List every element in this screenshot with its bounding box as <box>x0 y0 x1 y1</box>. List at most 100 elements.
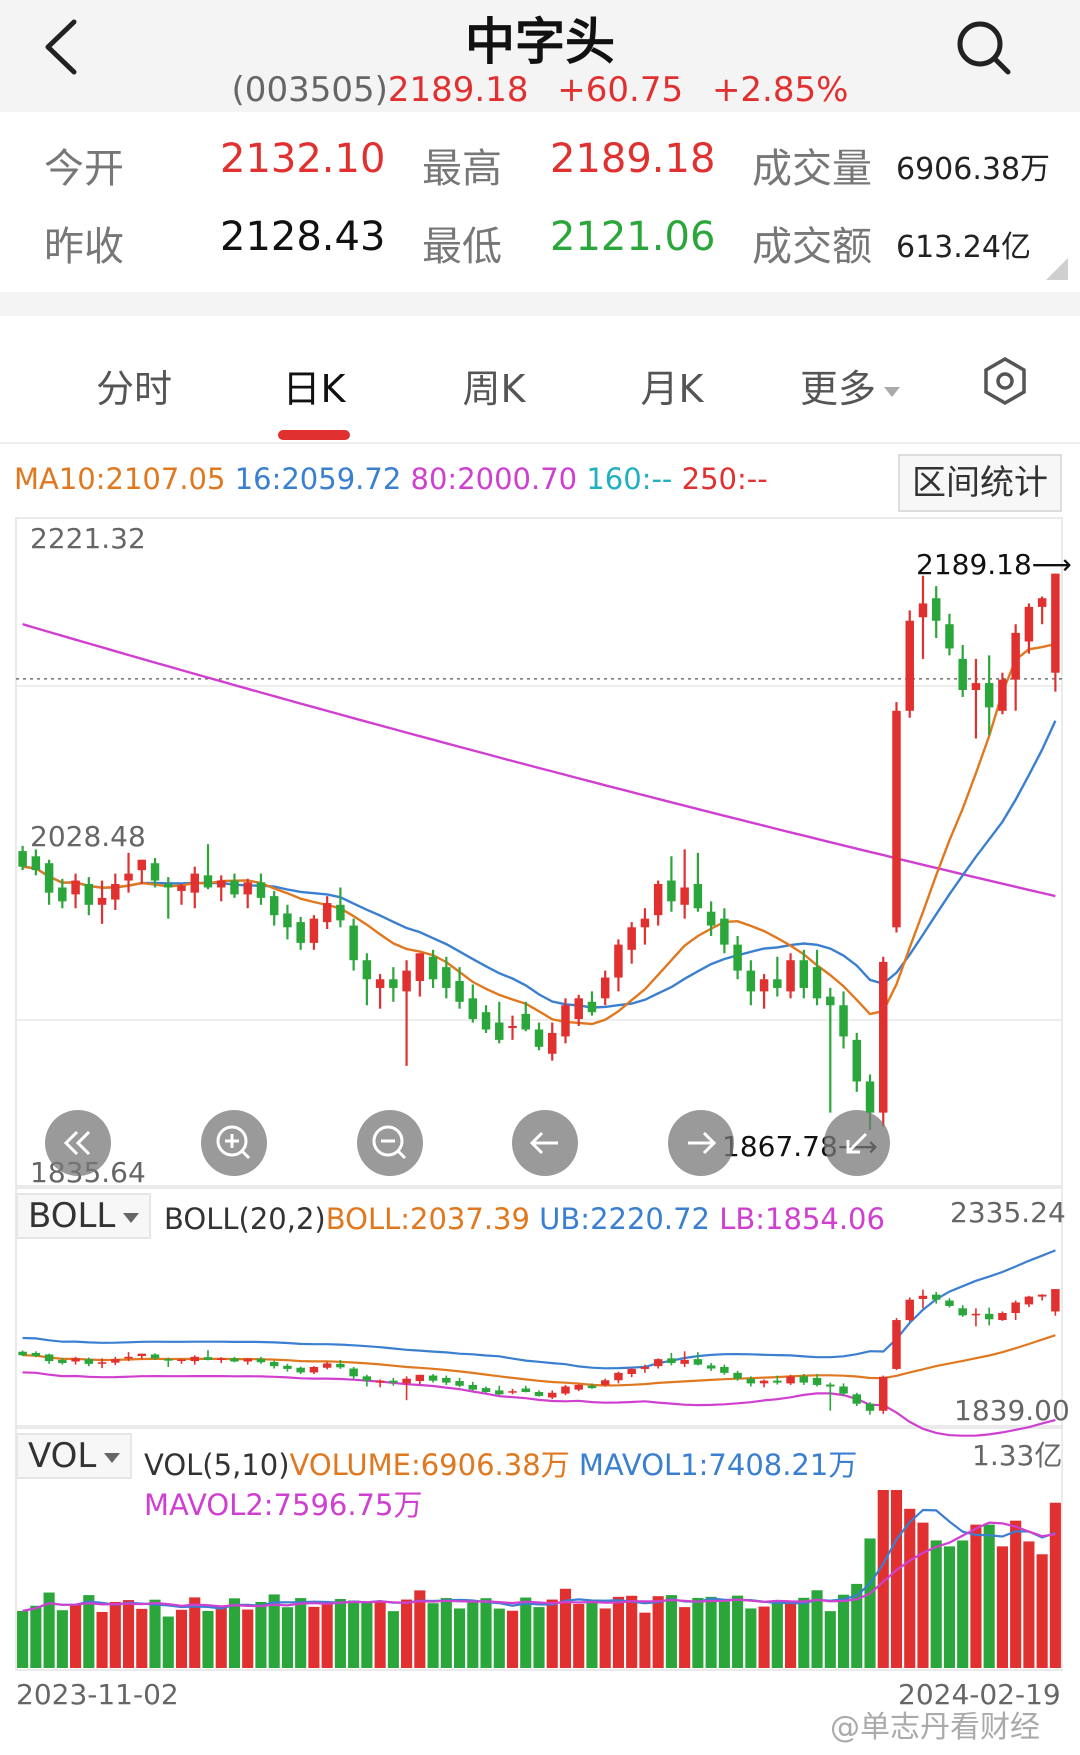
candle-body <box>97 897 107 905</box>
boll-candle-body <box>495 1390 504 1395</box>
prev-close-label: 昨收 <box>44 224 124 270</box>
volume-bar <box>255 1601 267 1668</box>
volume-bar <box>665 1595 677 1668</box>
candle-body <box>574 998 583 1020</box>
candle-body <box>296 922 305 943</box>
volume-bar <box>771 1602 783 1668</box>
tab-intraday[interactable]: 分时 <box>95 367 172 411</box>
back-icon[interactable] <box>36 12 96 82</box>
vol-indicator-select[interactable]: VOL <box>16 1433 133 1479</box>
volume-bar <box>533 1607 545 1668</box>
scroll-left-button[interactable] <box>512 1110 578 1176</box>
boll-candle-body <box>177 1359 186 1362</box>
volume-bar <box>851 1583 863 1668</box>
ma80-legend: 80:2000.70 <box>410 462 578 496</box>
search-icon[interactable] <box>950 12 1020 82</box>
candle-body <box>111 884 120 900</box>
volume-bar <box>387 1611 399 1668</box>
boll-candle-body <box>958 1308 967 1316</box>
boll-candle-body <box>428 1375 438 1381</box>
settings-icon[interactable] <box>980 356 1030 406</box>
boll-candle-body <box>1037 1294 1047 1297</box>
boll-candle-body <box>508 1391 517 1393</box>
vol-mavol2-value: MAVOL2:7596.75万 <box>144 1488 423 1522</box>
boll-candle-body <box>945 1300 954 1306</box>
tab-daily-k[interactable]: 日K <box>282 367 346 411</box>
volume-bar <box>175 1609 188 1668</box>
boll-candle-body <box>1011 1302 1020 1314</box>
volume-bar <box>996 1546 1008 1668</box>
scroll-right-button[interactable] <box>668 1110 734 1176</box>
candle-body <box>958 658 967 691</box>
candle-body <box>137 859 147 871</box>
rewind-button[interactable] <box>45 1110 111 1176</box>
open-label: 今开 <box>44 146 124 192</box>
boll-candle-body <box>269 1361 279 1367</box>
boll-indicator-select[interactable]: BOLL <box>16 1193 152 1239</box>
vol-top-label: 1.33亿 <box>972 1439 1063 1472</box>
boll-candle-body <box>18 1351 27 1356</box>
candle-body <box>309 918 319 943</box>
volume-bar <box>149 1599 161 1668</box>
tab-weekly-k[interactable]: 周K <box>462 367 526 411</box>
volume-bar <box>109 1601 121 1668</box>
volume-bar <box>811 1590 823 1668</box>
boll-candle-body <box>640 1366 650 1369</box>
candle-body <box>508 1026 517 1029</box>
volume-bar <box>599 1608 611 1668</box>
volume-bar <box>361 1601 373 1668</box>
candle-body <box>230 880 239 895</box>
boll-candle-body <box>256 1358 266 1363</box>
volume-bar <box>837 1594 850 1668</box>
volume-bar <box>202 1611 214 1668</box>
volume-bar <box>732 1595 744 1668</box>
boll-candle-body <box>653 1359 663 1367</box>
boll-candle-body <box>402 1378 411 1384</box>
volume-bar <box>586 1602 598 1668</box>
boll-candle-body <box>216 1358 226 1360</box>
boll-candle-body <box>799 1376 809 1383</box>
boll-upper-band <box>22 1249 1056 1370</box>
vol-mavol1-value: MAVOL1:7408.21万 <box>578 1448 858 1482</box>
candle-body <box>256 882 266 898</box>
tab-more[interactable]: 更多 <box>770 358 930 413</box>
zoom-in-button[interactable] <box>201 1110 267 1176</box>
boll-candle-body <box>336 1363 345 1368</box>
volume-bar <box>453 1608 466 1668</box>
candle-body <box>190 873 199 893</box>
candle-body <box>362 960 372 980</box>
volume-bar <box>30 1605 42 1668</box>
volume-bar <box>414 1590 426 1668</box>
volume-bar <box>930 1540 942 1668</box>
volume-bar <box>96 1611 108 1668</box>
fullscreen-button[interactable] <box>824 1110 890 1176</box>
candle-body <box>203 875 213 888</box>
mavol1-line <box>22 1508 1056 1612</box>
candle-body <box>773 979 782 988</box>
main-panel-frame <box>15 517 1063 1187</box>
boll-candle-body <box>164 1359 173 1361</box>
boll-candle-body <box>839 1386 848 1394</box>
tab-monthly-k[interactable]: 月K <box>640 367 704 411</box>
candle-body <box>1051 573 1060 673</box>
volume-bar <box>626 1595 638 1668</box>
boll-candle-body <box>243 1358 252 1362</box>
expand-corner-icon[interactable] <box>1046 258 1068 280</box>
candle-body <box>468 998 478 1020</box>
high-value: 2189.18 <box>550 136 716 182</box>
volume-bar <box>546 1599 558 1668</box>
volume-bar <box>864 1538 876 1668</box>
vol-panel-frame <box>15 1425 1063 1671</box>
volume-bar <box>136 1608 148 1668</box>
candle-body <box>336 904 345 921</box>
prev-close-value: 2128.43 <box>220 214 386 260</box>
range-stats-button[interactable]: 区间统计 <box>898 454 1062 512</box>
candle-body <box>269 896 279 916</box>
high-label: 最高 <box>422 146 502 192</box>
volume-bar <box>17 1610 29 1668</box>
vol-legend: VOL(5,10)VOLUME:6906.38万 MAVOL1:7408.21万 <box>144 1442 857 1484</box>
candle-body <box>455 980 464 1002</box>
boll-candle-body <box>521 1388 530 1392</box>
zoom-out-button[interactable] <box>357 1110 423 1176</box>
